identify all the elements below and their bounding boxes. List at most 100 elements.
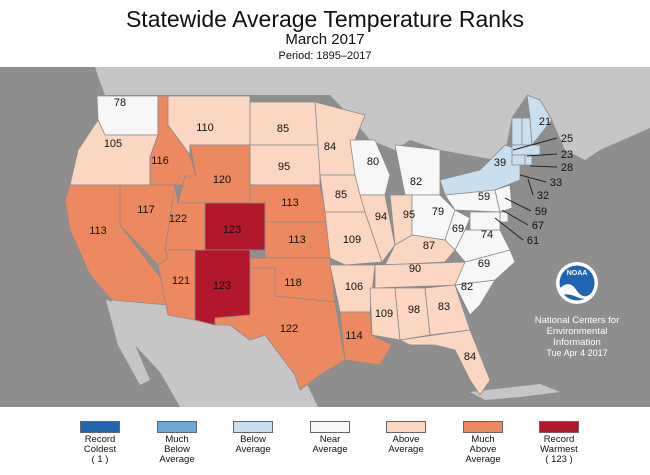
rank-label-ga: 83 [438, 301, 450, 313]
state-il [359, 194, 396, 263]
legend-label: Much [165, 434, 189, 445]
legend-label: Below [164, 444, 190, 455]
baja-land [106, 300, 150, 385]
rank-label-vt: 25 [561, 133, 573, 145]
rank-label-nh: 23 [561, 149, 573, 161]
legend-item-above: Above Average [376, 421, 436, 455]
northeast-leader-lines [494, 137, 558, 241]
rank-label-il: 94 [375, 211, 387, 223]
rank-label-nd: 85 [277, 123, 289, 135]
legend-swatch [539, 421, 579, 433]
state-wa [96, 95, 159, 136]
rank-label-ms: 109 [375, 308, 393, 320]
map-subtitle: March 2017 [285, 31, 365, 48]
legend-swatch [233, 421, 273, 433]
rank-label-mi: 82 [410, 176, 422, 188]
leader-line-ct [519, 174, 547, 183]
legend-label: Average [465, 454, 501, 465]
rank-label-ky: 87 [423, 240, 435, 252]
leader-line-nh [526, 153, 558, 157]
state-md [469, 211, 501, 231]
rank-label-wy: 120 [213, 174, 231, 186]
legend-label: Much [471, 434, 495, 445]
rank-label-nm: 123 [213, 280, 231, 292]
legend-swatch [310, 421, 350, 433]
legend-label: Near [319, 434, 341, 445]
legend-item-much-above: Much Above Average [453, 421, 513, 465]
rank-label-wv: 69 [452, 223, 464, 235]
credit-line-2: Environmental [546, 326, 608, 337]
rank-label-or: 105 [104, 138, 122, 150]
legend-item-much-below: Much Below Average [147, 421, 207, 465]
legend-label: Average [159, 454, 195, 465]
rank-label-ok: 118 [284, 277, 302, 289]
state-mo [324, 211, 383, 266]
rank-label-va: 74 [481, 229, 493, 241]
rank-label-md: 61 [527, 235, 539, 247]
rank-label-sc: 82 [461, 281, 473, 293]
rank-label-fl: 84 [464, 351, 476, 363]
state-ri [524, 154, 533, 166]
legend-label: Average [312, 444, 348, 455]
leader-line-vt [512, 137, 558, 151]
rank-label-wa: 78 [114, 97, 126, 109]
state-me [526, 94, 553, 146]
rank-label-sd: 95 [278, 161, 290, 173]
state-la [339, 311, 393, 366]
rank-label-az: 121 [172, 275, 190, 287]
legend-item-record-coldest: Record Coldest( 1 ) [70, 421, 130, 465]
legend-label: Above [469, 444, 497, 455]
map-title: Statewide Average Temperature Ranks [125, 6, 525, 32]
rank-label-de: 67 [532, 220, 544, 232]
legend-label: Coldest [83, 444, 117, 455]
rank-label-pa: 59 [478, 191, 490, 203]
leader-line-nj [504, 197, 532, 212]
legend-swatch [80, 421, 120, 433]
legend-label: Above [392, 434, 420, 445]
rank-label-ca: 113 [89, 225, 107, 237]
rank-label-la: 114 [345, 330, 363, 342]
rank-label-me: 21 [539, 116, 551, 128]
legend-swatch [157, 421, 197, 433]
rank-label-ne: 113 [281, 197, 299, 209]
rank-label-ar: 106 [345, 281, 363, 293]
legend-label: Warmest [540, 444, 578, 455]
rank-label-nc: 69 [478, 258, 490, 270]
rank-label-wi: 80 [367, 156, 379, 168]
leader-line-md [494, 217, 524, 241]
state-vt [511, 117, 523, 146]
legend-item-record-warmest: Record Warmest( 123 ) [529, 421, 589, 465]
canada-land [95, 67, 650, 160]
state-nj [494, 184, 513, 213]
legend-label: Below [240, 434, 266, 445]
credit-line-1: National Centers for [534, 315, 620, 326]
rank-label-in: 95 [403, 209, 415, 221]
state-ct [511, 154, 526, 166]
legend-label: ( 123 ) [545, 454, 573, 465]
state-wv [444, 209, 471, 251]
legend-item-near: Near Average [300, 421, 360, 455]
rank-label-ct: 33 [550, 177, 562, 189]
legend-label: Record [543, 434, 575, 445]
rank-label-tx: 122 [280, 323, 298, 335]
legend-label: Average [388, 444, 424, 455]
svg-text:NOAA: NOAA [567, 270, 588, 277]
rank-label-id: 116 [151, 155, 169, 167]
rank-label-ut: 122 [169, 213, 187, 225]
rank-label-tn: 90 [409, 263, 421, 275]
us-temperature-map: 78 105 113 116 117 110 120 122 121 123 123 85 95 113 1… [0, 67, 650, 407]
leader-line-ri [527, 178, 534, 196]
state-de [499, 211, 509, 223]
rank-label-nj: 59 [535, 206, 547, 218]
state-tx [214, 267, 346, 391]
state-fl [399, 329, 491, 396]
cuba-land [470, 384, 560, 400]
rank-label-mt: 110 [196, 122, 214, 134]
legend-label: Record [84, 434, 116, 445]
rank-label-mn: 84 [324, 141, 336, 153]
credit-line-3: Information [553, 337, 601, 348]
rank-label-co: 123 [223, 224, 241, 236]
rank-label-ri: 32 [537, 190, 549, 202]
rank-label-ma: 28 [561, 162, 573, 174]
legend-label: ( 1 ) [91, 454, 109, 465]
